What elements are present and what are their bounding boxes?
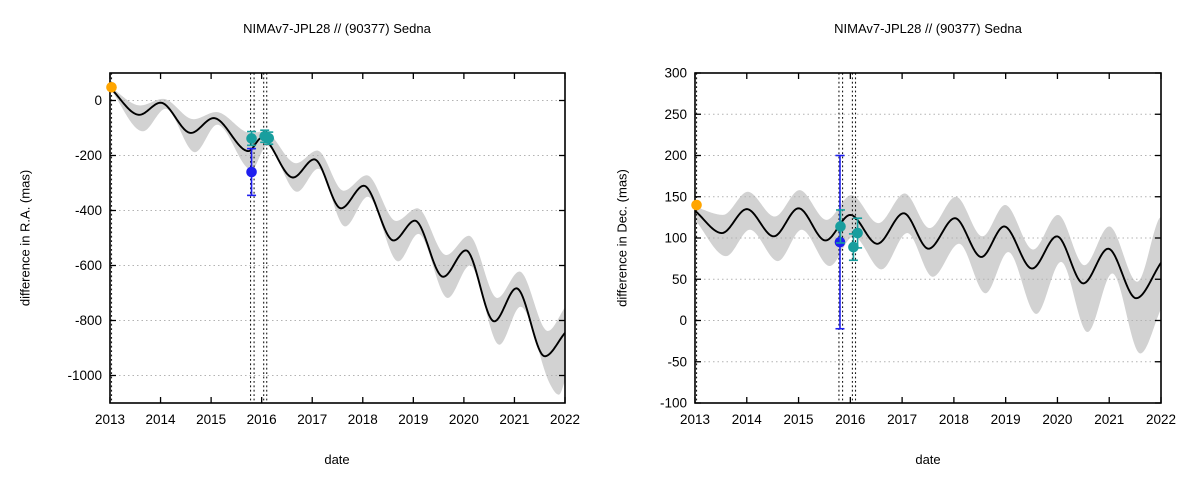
y-tick-label: 150	[664, 189, 687, 204]
teal-observation-point-3	[263, 132, 275, 144]
y-tick-label: 0	[679, 313, 687, 328]
y-tick-label: 50	[672, 272, 687, 287]
x-tick-label: 2014	[146, 412, 177, 427]
y-tick-label: -600	[75, 258, 102, 273]
x-tick-label: 2016	[247, 412, 277, 427]
blue-observation-point	[246, 166, 257, 178]
x-tick-label: 2015	[196, 412, 226, 427]
x-axis-label: date	[324, 452, 350, 467]
x-tick-label: 2021	[1094, 412, 1124, 427]
x-tick-label: 2018	[939, 412, 969, 427]
x-tick-label: 2016	[835, 412, 865, 427]
y-tick-label: -400	[75, 203, 102, 218]
ra-difference-chart: 2013 2014 2015 2016 2017 2018 2019 2020 2021 2022…	[17, 21, 581, 467]
x-tick-label: 2019	[398, 412, 428, 427]
x-tick-label: 2018	[348, 412, 378, 427]
ra-difference-plot-canvas: 2013 2014 2015 2016 2017 2018 2019 2020 2021 2022…	[67, 72, 580, 427]
x-tick-label: 2021	[499, 412, 529, 427]
dec-difference-chart: 2013 2014 2015 2016 2017 2018 2019 2020 2021 2022…	[600, 0, 1200, 480]
x-axis-label: date	[915, 452, 941, 467]
uncertainty-band	[110, 86, 565, 395]
x-tick-label: 2017	[887, 412, 917, 427]
teal-observation-point-2	[848, 241, 859, 253]
x-tick-label: 2015	[784, 412, 814, 427]
chart-title: NIMAv7-JPL28 // (90377) Sedna	[834, 21, 1022, 36]
x-tick-label: 2020	[449, 412, 479, 427]
x-tick-label: 2013	[95, 412, 125, 427]
teal-observation-point-3	[852, 227, 863, 239]
y-axis-label: difference in R.A. (mas)	[17, 169, 33, 307]
chart-title: NIMAv7-JPL28 // (90377) Sedna	[243, 21, 431, 36]
plot-area	[695, 73, 1161, 403]
y-tick-label: 0	[94, 93, 102, 108]
teal-observation-point-1	[246, 133, 257, 144]
x-tick-label: 2022	[550, 412, 580, 427]
y-tick-label: 300	[664, 66, 687, 81]
uncertainty-band	[695, 190, 1161, 354]
model-difference-curve	[110, 86, 565, 358]
model-difference-curve	[695, 207, 1161, 300]
y-tick-label: -50	[667, 354, 687, 369]
y-tick-label: -800	[75, 313, 102, 328]
plot-area	[110, 73, 565, 403]
orange-start-point	[691, 199, 702, 211]
x-tick-label: 2019	[991, 412, 1021, 427]
x-tick-label: 2013	[680, 412, 710, 427]
x-tick-label: 2017	[297, 412, 327, 427]
y-tick-label: 200	[664, 148, 687, 163]
teal-observation-point-1	[835, 221, 846, 232]
dec-difference-plot-canvas: 2013 2014 2015 2016 2017 2018 2019 2020 2021 2022…	[660, 66, 1176, 428]
x-tick-label: 2022	[1146, 412, 1176, 427]
y-tick-label: 100	[664, 231, 687, 246]
y-axis-label: difference in Dec. (mas)	[614, 169, 630, 307]
y-tick-label: -200	[75, 148, 102, 163]
plot-frame	[109, 72, 566, 404]
x-tick-label: 2014	[732, 412, 763, 427]
y-tick-label: -1000	[67, 368, 102, 383]
y-tick-label: -100	[660, 396, 687, 411]
x-tick-label: 2020	[1042, 412, 1072, 427]
y-tick-label: 250	[664, 107, 687, 122]
orange-start-point	[106, 82, 117, 93]
